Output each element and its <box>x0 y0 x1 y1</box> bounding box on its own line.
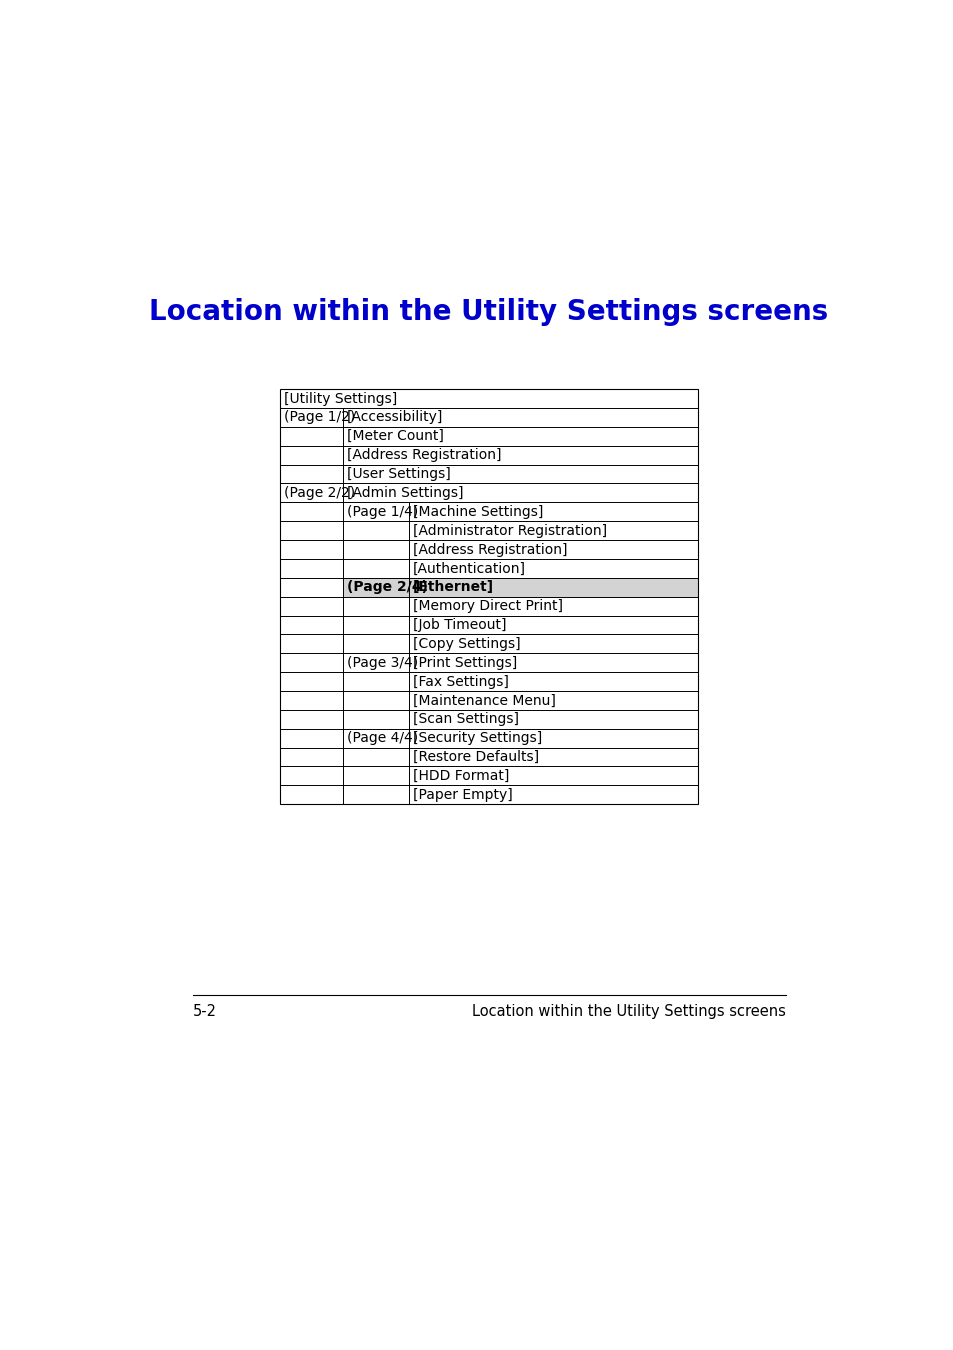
Text: [Paper Empty]: [Paper Empty] <box>413 788 512 802</box>
Text: (Page 1/2): (Page 1/2) <box>283 410 355 424</box>
Text: [Accessibility]: [Accessibility] <box>347 410 443 424</box>
Text: [Ethernet]: [Ethernet] <box>413 580 494 594</box>
Text: [Utility Settings]: [Utility Settings] <box>283 392 396 405</box>
Text: [Authentication]: [Authentication] <box>413 562 525 575</box>
Text: Location within the Utility Settings screens: Location within the Utility Settings scr… <box>149 298 828 327</box>
Text: (Page 2/2): (Page 2/2) <box>283 486 355 500</box>
Text: [Job Timeout]: [Job Timeout] <box>413 618 506 632</box>
Text: [Memory Direct Print]: [Memory Direct Print] <box>413 599 562 613</box>
Text: [Fax Settings]: [Fax Settings] <box>413 675 508 688</box>
Bar <box>279 389 698 805</box>
Text: (Page 1/4): (Page 1/4) <box>347 505 418 518</box>
Bar <box>279 389 698 805</box>
Text: [Copy Settings]: [Copy Settings] <box>413 637 520 651</box>
Text: [Restore Defaults]: [Restore Defaults] <box>413 751 538 764</box>
Text: (Page 2/4): (Page 2/4) <box>347 580 428 594</box>
Text: [Address Registration]: [Address Registration] <box>413 543 567 556</box>
Text: (Page 4/4): (Page 4/4) <box>347 732 417 745</box>
Bar <box>343 578 698 597</box>
Text: [HDD Format]: [HDD Format] <box>413 769 509 783</box>
Text: [Administrator Registration]: [Administrator Registration] <box>413 524 606 537</box>
Text: Location within the Utility Settings screens: Location within the Utility Settings scr… <box>472 1004 785 1019</box>
Text: [Machine Settings]: [Machine Settings] <box>413 505 543 518</box>
Text: [Security Settings]: [Security Settings] <box>413 732 541 745</box>
Text: 5-2: 5-2 <box>193 1004 216 1019</box>
Text: [Admin Settings]: [Admin Settings] <box>347 486 463 500</box>
Text: [Print Settings]: [Print Settings] <box>413 656 517 670</box>
Text: [Maintenance Menu]: [Maintenance Menu] <box>413 694 556 707</box>
Text: [Address Registration]: [Address Registration] <box>347 448 501 462</box>
Text: (Page 3/4): (Page 3/4) <box>347 656 417 670</box>
Text: [Scan Settings]: [Scan Settings] <box>413 713 518 726</box>
Text: [User Settings]: [User Settings] <box>347 467 451 481</box>
Text: [Meter Count]: [Meter Count] <box>347 429 443 443</box>
